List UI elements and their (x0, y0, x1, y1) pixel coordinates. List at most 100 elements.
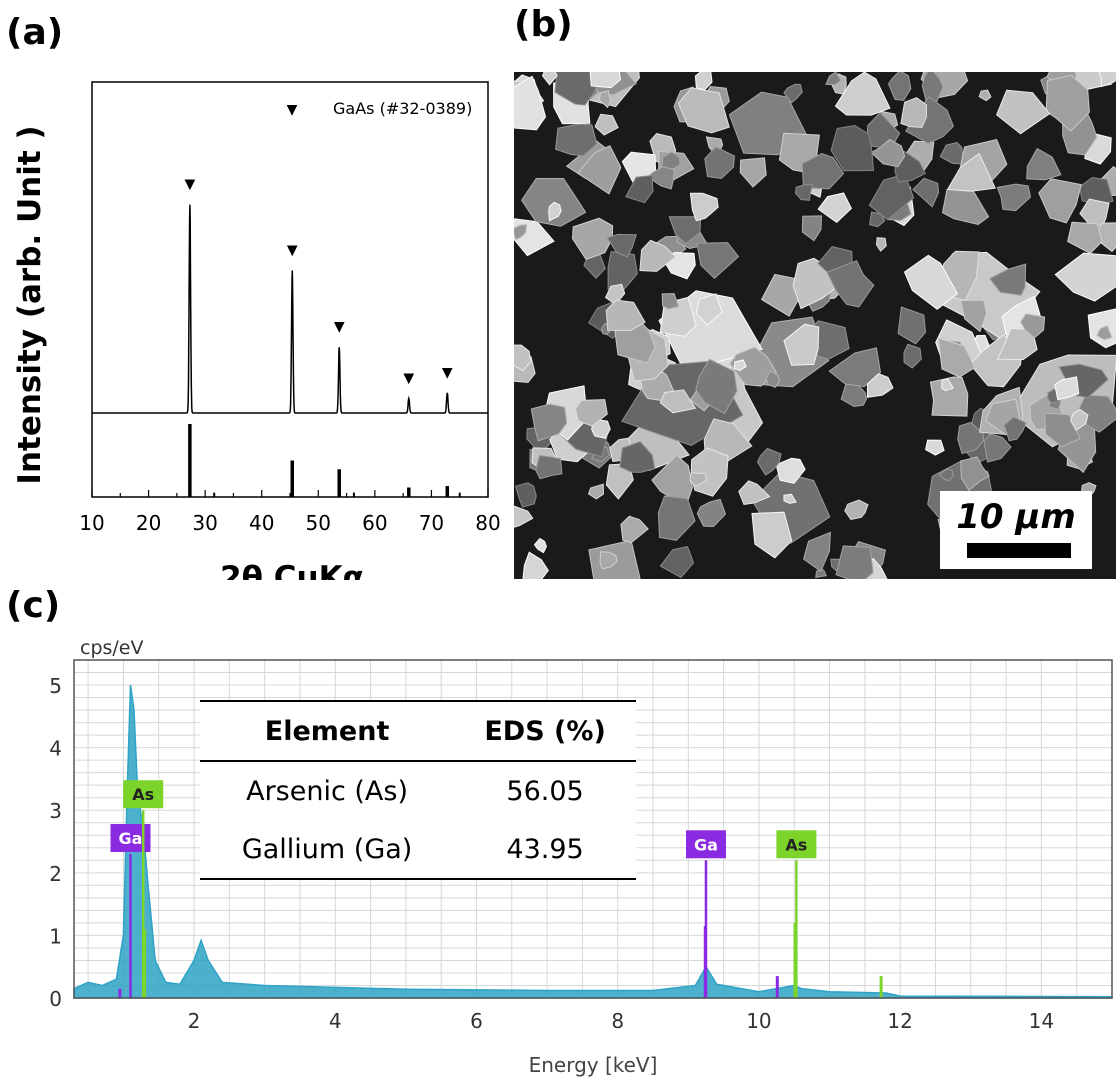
sem-particle (783, 323, 820, 366)
sem-particle (583, 254, 606, 280)
sem-particle (875, 237, 887, 252)
sem-particle (574, 399, 608, 427)
eds-x-tick-label: 2 (188, 1009, 201, 1033)
eds-y-tick-label: 5 (49, 674, 62, 698)
table-header-eds: EDS (%) (454, 700, 636, 762)
xrd-legend-label: GaAs (#32-0389) (333, 99, 472, 118)
eds-element-label-box (110, 824, 151, 853)
sem-particle (739, 157, 767, 188)
sem-particle (594, 113, 619, 136)
sem-particle (522, 551, 549, 579)
sem-particle (606, 233, 637, 258)
sem-particle (960, 456, 990, 491)
sem-particle (840, 383, 868, 408)
sem-particle (689, 192, 719, 222)
sem-particle (801, 215, 823, 242)
sem-particle (815, 567, 828, 579)
sem-particle (1038, 178, 1082, 224)
sem-particle (695, 358, 738, 415)
xrd-chart: ▼▼▼▼ ▼10 20 30 40 50 60 70 80 ▼ GaAs (#32-0389) … (12, 81, 500, 580)
table-cell-element: Gallium (Ga) (200, 820, 455, 880)
sem-particle (738, 480, 771, 506)
xrd-y-axis-label: Intensity (arb. Unit ) (12, 125, 48, 484)
sem-particle (903, 254, 959, 310)
table-cell-element: Arsenic (As) (246, 775, 409, 807)
sem-particle (834, 72, 891, 116)
sem-particle (903, 343, 922, 369)
xrd-legend-marker: ▼ (287, 102, 298, 118)
sem-particle (548, 201, 562, 222)
eds-element-label-box (685, 830, 726, 859)
sem-particle (729, 346, 778, 387)
sem-particle (794, 184, 814, 201)
scale-bar-box: 10 μm (940, 491, 1092, 569)
sem-particle (514, 344, 532, 372)
sem-particle (866, 373, 894, 398)
sem-particle (751, 511, 793, 559)
sem-particle (897, 306, 927, 345)
xrd-marks: ▼ ▼ ▼ ▼ ▼ 10 20 30 40 50 60 70 80 (79, 177, 500, 535)
sem-particle (533, 537, 547, 554)
xrd-trace (92, 204, 488, 414)
sem-particle (514, 75, 547, 131)
sem-particle (1019, 313, 1046, 339)
eds-y-tick-label: 3 (49, 799, 62, 823)
sem-particle (599, 551, 618, 570)
sem-particle (598, 90, 611, 109)
xrd-tick-label: 10 (79, 511, 104, 535)
sem-particle (607, 250, 638, 292)
eds-y-tick-label: 0 (49, 987, 62, 1011)
sem-particle (1067, 221, 1103, 255)
sem-particle (828, 347, 882, 388)
xrd-tick-label: 50 (306, 511, 331, 535)
sem-particle (554, 72, 601, 106)
table-cell-value: 43.95 (454, 820, 636, 880)
sem-particle (941, 183, 990, 226)
eds-x-tick-label: 12 (887, 1009, 912, 1033)
table-row: Gallium (Ga) 43.95 (200, 820, 636, 880)
sem-particle (870, 138, 906, 168)
sem-particle (826, 260, 875, 308)
sem-particle (619, 441, 656, 473)
panel-label-c: (c) (6, 585, 61, 626)
sem-particle (530, 403, 568, 442)
xrd-peak-marker: ▼ (403, 370, 414, 386)
xrd-peak-marker: ▼ (287, 242, 298, 258)
scale-bar (967, 543, 1071, 558)
table-cell-value: 56.05 (506, 775, 584, 807)
sem-particle (946, 152, 996, 192)
sem-particle (756, 447, 782, 476)
panel-label-b: (b) (514, 4, 573, 45)
sem-particle (661, 293, 680, 310)
sem-particle (783, 493, 797, 504)
table-header-row: Element EDS (%) (200, 700, 636, 762)
sem-particle (803, 531, 831, 573)
sem-particle (1098, 72, 1116, 88)
sem-particle (1026, 147, 1062, 181)
eds-x-tick-label: 6 (470, 1009, 483, 1033)
eds-x-tick-label: 8 (611, 1009, 624, 1033)
sem-particle (555, 123, 598, 157)
xrd-tick-label: 40 (249, 511, 274, 535)
xrd-tick-label: 70 (419, 511, 444, 535)
sem-particle (869, 211, 886, 228)
sem-particle (535, 454, 563, 480)
sem-particle (835, 545, 874, 579)
sem-particle (995, 89, 1051, 135)
sem-particle (937, 337, 976, 378)
eds-element-label: Ga (694, 835, 718, 854)
sem-particles (514, 72, 1116, 579)
sem-particle (1096, 325, 1113, 341)
sem-particle (625, 175, 654, 204)
sem-particle (825, 72, 842, 86)
sem-particle (988, 263, 1027, 296)
sem-particle (514, 223, 528, 241)
sem-particle (760, 273, 799, 317)
sem-particle (925, 439, 945, 456)
sem-particle (783, 83, 803, 104)
sem-particle (817, 192, 853, 224)
eds-y-tick-label: 1 (49, 924, 62, 948)
sem-particle (939, 468, 954, 482)
sem-particle (587, 483, 605, 500)
sem-particle (983, 433, 1012, 463)
